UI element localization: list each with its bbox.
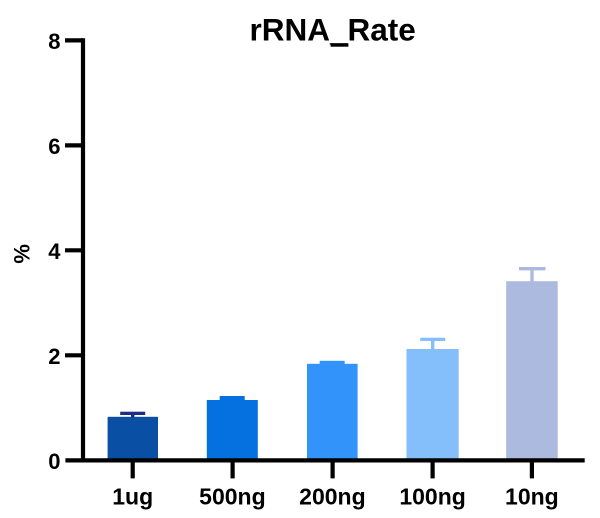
svg-text:10ng: 10ng	[505, 483, 559, 509]
svg-text:500ng: 500ng	[199, 483, 265, 509]
svg-text:2: 2	[48, 344, 60, 369]
svg-text:0: 0	[48, 449, 60, 474]
svg-text:1ug: 1ug	[112, 483, 153, 509]
svg-text:6: 6	[48, 134, 60, 159]
svg-text:100ng: 100ng	[399, 483, 465, 509]
svg-text:4: 4	[48, 239, 61, 264]
svg-text:8: 8	[48, 29, 60, 54]
svg-text:rRNA_Rate: rRNA_Rate	[249, 12, 415, 48]
svg-text:200ng: 200ng	[299, 483, 365, 509]
svg-text:%: %	[10, 244, 35, 264]
